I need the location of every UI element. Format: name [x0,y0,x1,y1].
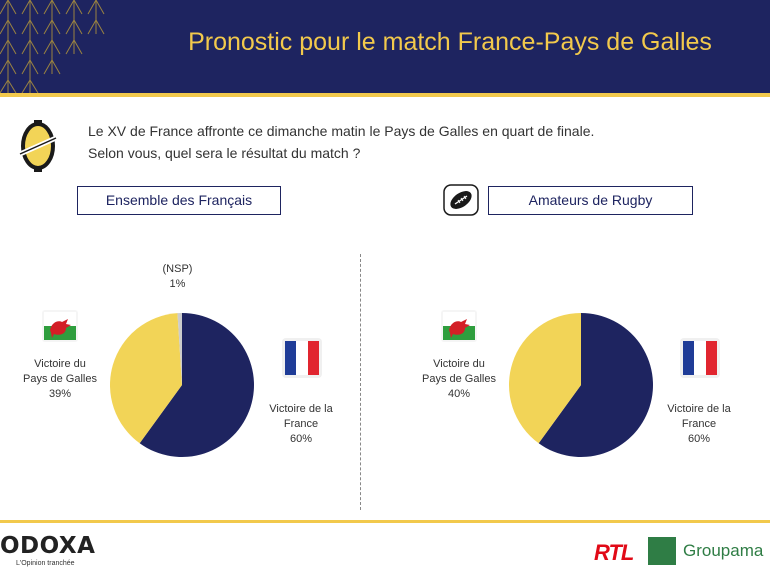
question-text: Le XV de France affronte ce dimanche mat… [88,120,688,164]
header-stripes-decoration [0,0,105,93]
pie-slice-1-0 [538,313,653,457]
pie-slice-1-1 [509,313,581,444]
pie-label-france-rugby: Victoire de la France 60% [656,402,742,447]
question-line-1: Le XV de France affronte ce dimanche mat… [88,123,595,139]
groupama-wordmark: Groupama [683,541,764,560]
france-label-line2: France [681,418,717,430]
wales-label-line2: Pays de Galles [23,373,97,385]
france-label-line1: Victoire de la [667,403,731,415]
segment-label-rugby-fans: Amateurs de Rugby [488,186,693,215]
groupama-mark-icon [648,537,676,565]
wales-label-line2: Pays de Galles [422,373,496,385]
france-value-label: 60% [687,433,711,445]
question-line-2: Selon vous, quel sera le résultat du mat… [88,145,361,161]
pie-label-wales-rugby: Victoire du Pays de Galles 40% [411,357,507,402]
france-value-label: 60% [289,433,313,445]
header-divider [0,93,770,97]
pie-chart-rugby-fans [509,313,653,457]
wales-value-label: 39% [48,388,72,400]
france-label-line1: Victoire de la [269,403,333,415]
wales-label-line1: Victoire du [34,358,86,370]
footer-divider [0,520,770,523]
pie-label-nsp: (NSP) 1% [150,262,205,292]
pie-slice-0-2 [177,313,182,385]
section-divider [360,254,361,510]
nsp-label-text: (NSP) [162,263,193,275]
rtl-logo: RTL [594,540,634,565]
rugby-ball-icon [443,184,479,216]
segment-label-all-french: Ensemble des Français [77,186,281,215]
wales-flag-icon [42,310,78,342]
pie-label-wales: Victoire du Pays de Galles 39% [12,357,108,402]
wales-label-line1: Victoire du [433,358,485,370]
france-flag-icon [680,338,720,378]
page-title: Pronostic pour le match France-Pays de G… [188,28,712,56]
header-banner: Pronostic pour le match France-Pays de G… [0,0,770,93]
pie-chart-all-french [109,313,254,457]
odoxa-tagline: L'Opinion tranchée [16,560,75,567]
wales-flag-icon [441,310,477,342]
wales-value-label: 40% [447,388,471,400]
odoxa-wordmark: ODOXA [0,533,96,559]
pie-slice-0-0 [139,313,254,457]
odoxa-logo: ODOXA L'Opinion tranchée [0,533,100,567]
france-label-line2: France [283,418,319,430]
france-flag-icon [282,338,322,378]
pie-label-france: Victoire de la France 60% [258,402,344,447]
nsp-value-label: 1% [169,278,186,290]
coin-icon [18,120,58,172]
groupama-logo: Groupama [648,537,763,567]
pie-slice-0-1 [109,313,182,444]
